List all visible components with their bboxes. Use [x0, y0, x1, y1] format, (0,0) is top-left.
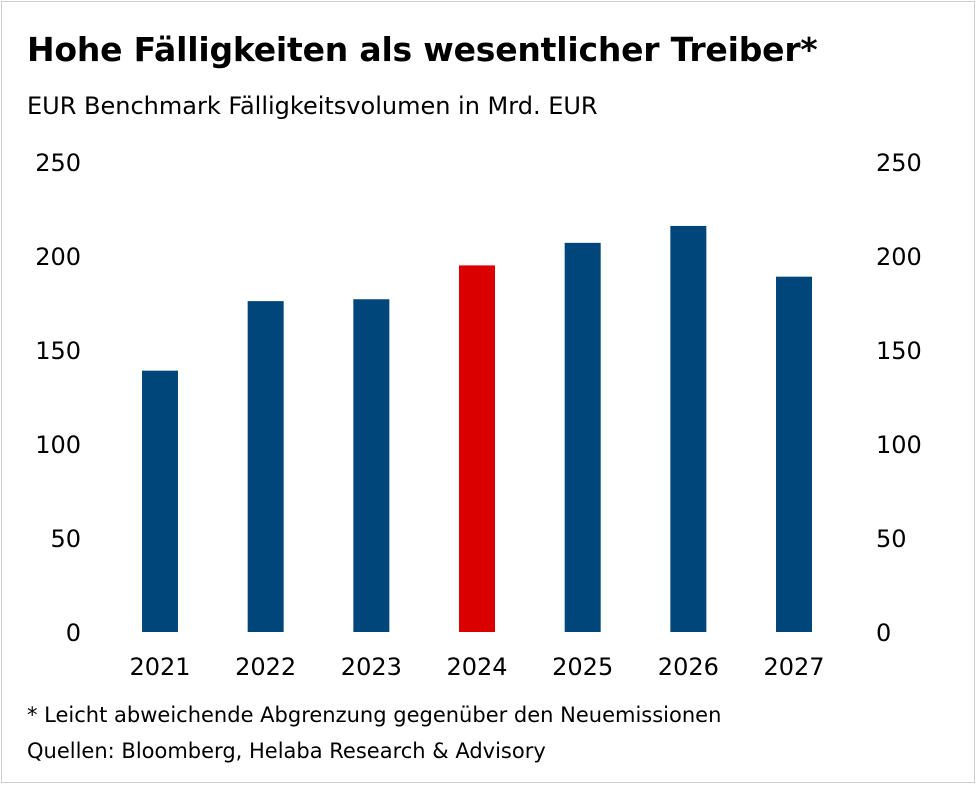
- bar-2021: [142, 370, 178, 632]
- bar-2025: [564, 242, 601, 632]
- x-tick-label-2024: 2024: [446, 653, 507, 681]
- chart-subtitle: EUR Benchmark Fälligkeitsvolumen in Mrd.…: [27, 92, 598, 120]
- y-tick-label-left: 50: [50, 525, 81, 553]
- y-tick-label-left: 250: [35, 149, 81, 177]
- x-tick-label-2025: 2025: [552, 653, 613, 681]
- bar-2022: [247, 301, 284, 632]
- y-tick-label-left: 0: [66, 619, 81, 647]
- y-tick-label-right: 50: [876, 525, 907, 553]
- y-tick-label-right: 200: [876, 243, 922, 271]
- x-tick-label-2026: 2026: [658, 653, 719, 681]
- bar-2024: [459, 265, 496, 632]
- y-tick-label-right: 250: [876, 149, 922, 177]
- x-tick-label-2023: 2023: [341, 653, 402, 681]
- bar-2026: [670, 225, 707, 633]
- x-tick-label-2027: 2027: [763, 653, 824, 681]
- y-tick-label-right: 100: [876, 431, 922, 459]
- y-tick-label-left: 100: [35, 431, 81, 459]
- y-tick-label-right: 150: [876, 337, 922, 365]
- chart-footnote: * Leicht abweichende Abgrenzung gegenübe…: [27, 703, 722, 727]
- bar-2027: [776, 276, 813, 632]
- y-tick-label-left: 150: [35, 337, 81, 365]
- y-tick-label-left: 200: [35, 243, 81, 271]
- x-tick-label-2022: 2022: [235, 653, 296, 681]
- bar-2023: [353, 299, 390, 632]
- chart-sources: Quellen: Bloomberg, Helaba Research & Ad…: [27, 739, 546, 763]
- chart-title: Hohe Fälligkeiten als wesentlicher Treib…: [27, 30, 818, 69]
- y-tick-label-right: 0: [876, 619, 891, 647]
- x-tick-label-2021: 2021: [129, 653, 190, 681]
